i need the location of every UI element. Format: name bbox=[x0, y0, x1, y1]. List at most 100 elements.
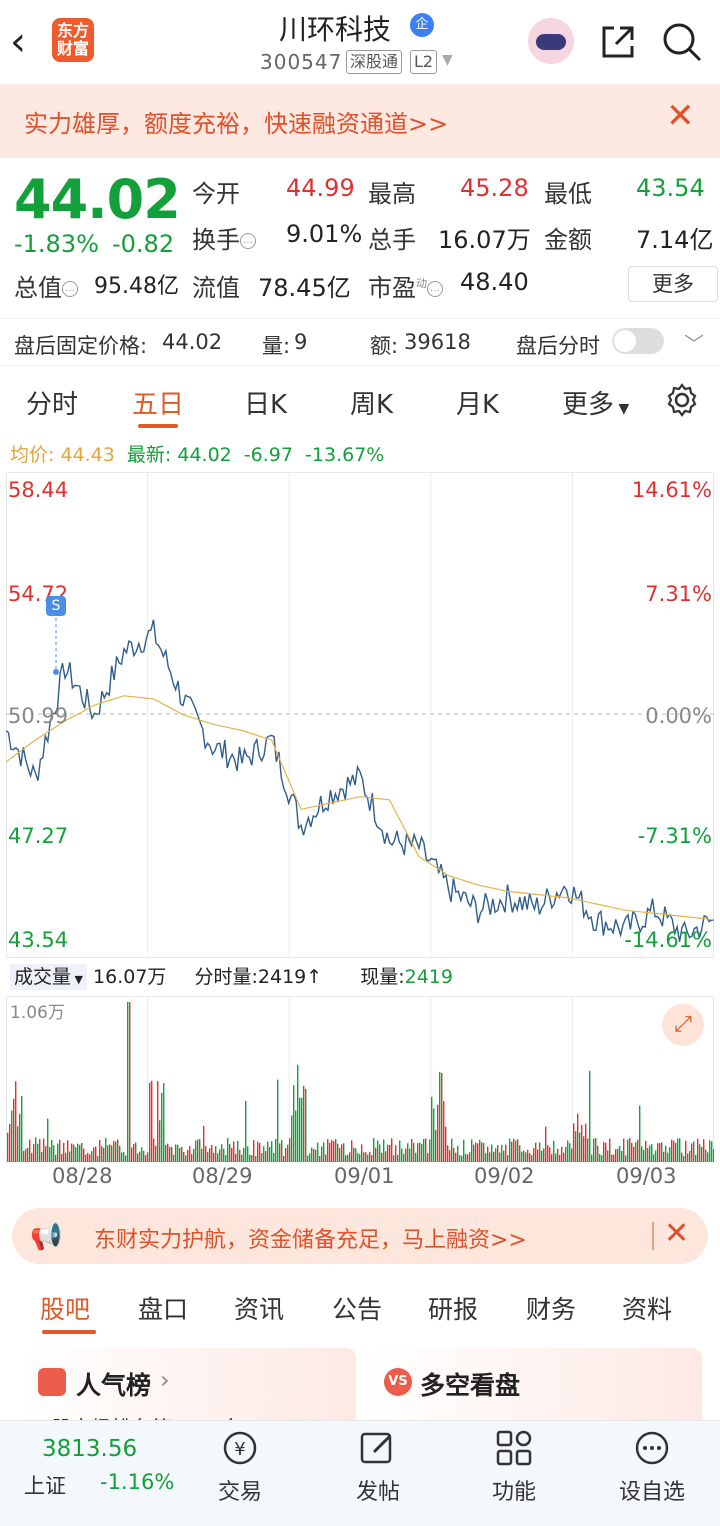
tab-finance[interactable]: 财务 bbox=[526, 1295, 577, 1324]
back-arrow-icon[interactable]: ‹ bbox=[10, 19, 26, 65]
volume-bar bbox=[433, 1108, 435, 1162]
volume-bar bbox=[267, 1141, 269, 1162]
volume-bar bbox=[135, 1142, 137, 1162]
volume-bar bbox=[109, 1144, 111, 1162]
ad-text[interactable]: 东财实力护航，资金储备充足，马上融资>> bbox=[94, 1228, 527, 1253]
tab-profile[interactable]: 资料 bbox=[622, 1295, 673, 1324]
volume-bar bbox=[249, 1154, 251, 1162]
volume-bar bbox=[211, 1145, 213, 1162]
pe-value: 48.40 bbox=[460, 268, 529, 296]
function-grid-icon[interactable] bbox=[494, 1428, 534, 1468]
tab-fenshi[interactable]: 分时 bbox=[26, 390, 79, 420]
nav-post[interactable]: 发帖 bbox=[355, 1480, 400, 1505]
tab-daily-k[interactable]: 日K bbox=[244, 390, 288, 420]
tab-weekly-k[interactable]: 周K bbox=[350, 390, 394, 420]
volume-bar bbox=[173, 1154, 175, 1162]
signal-marker[interactable]: S bbox=[46, 596, 66, 616]
index-name[interactable]: 上证 bbox=[24, 1474, 66, 1498]
volume-chart[interactable] bbox=[6, 996, 714, 1162]
banner-text[interactable]: 实力雄厚，额度充裕，快速融资通道>> bbox=[24, 110, 449, 138]
close-icon[interactable]: ✕ bbox=[664, 1216, 690, 1251]
nav-trade[interactable]: 交易 bbox=[217, 1480, 262, 1505]
chevron-right-icon[interactable]: › bbox=[160, 1366, 170, 1394]
volume-bar bbox=[629, 1138, 631, 1162]
share-icon[interactable] bbox=[598, 22, 638, 62]
volume-bar bbox=[163, 1083, 165, 1162]
pe-label[interactable]: 市盈动… bbox=[368, 268, 443, 303]
volume-bar bbox=[547, 1145, 549, 1162]
volume-bar bbox=[283, 1155, 285, 1162]
volume-bar bbox=[67, 1140, 69, 1162]
volume-bar bbox=[509, 1138, 511, 1162]
level-dropdown-icon[interactable]: ▼ bbox=[442, 52, 453, 68]
gear-icon[interactable] bbox=[664, 382, 700, 418]
tab-monthly-k[interactable]: 月K bbox=[456, 390, 500, 420]
volume-bar bbox=[323, 1142, 325, 1162]
volume-bar bbox=[155, 1145, 157, 1162]
bull-bear-title[interactable]: 多空看盘 bbox=[420, 1371, 521, 1400]
popularity-title[interactable]: 人气榜 bbox=[76, 1371, 152, 1400]
tab-more[interactable]: 更多 ▼ bbox=[562, 390, 630, 420]
trade-icon[interactable]: ¥ bbox=[220, 1428, 260, 1468]
watchlist-icon[interactable] bbox=[632, 1428, 672, 1468]
info-icon[interactable]: … bbox=[427, 281, 443, 297]
volume-bar bbox=[105, 1138, 107, 1162]
volume-selector[interactable]: 成交量 ▼ bbox=[10, 964, 87, 990]
nav-function[interactable]: 功能 bbox=[491, 1480, 536, 1505]
turnover-label[interactable]: 换手… bbox=[192, 220, 256, 255]
tab-wuri[interactable]: 五日 bbox=[132, 390, 185, 420]
volume-bar bbox=[423, 1138, 425, 1162]
volume-bar bbox=[693, 1141, 695, 1162]
volume-bar bbox=[69, 1151, 71, 1162]
price-chart[interactable] bbox=[6, 472, 714, 958]
financing-banner[interactable] bbox=[0, 84, 720, 158]
assistant-robot-icon[interactable] bbox=[528, 18, 574, 64]
tab-announcements[interactable]: 公告 bbox=[332, 1295, 383, 1324]
volume-bar bbox=[651, 1144, 653, 1162]
volume-bar bbox=[101, 1145, 103, 1162]
volume-bar bbox=[55, 1154, 57, 1162]
more-button[interactable]: 更多 bbox=[628, 266, 718, 302]
stock-name: 川环科技 bbox=[278, 13, 391, 46]
volume-bar bbox=[471, 1139, 473, 1162]
mktcap-label[interactable]: 总值… bbox=[14, 268, 78, 303]
search-icon[interactable] bbox=[660, 20, 704, 64]
volume-bar bbox=[711, 1141, 713, 1162]
volume-frame bbox=[6, 996, 714, 1162]
index-change[interactable]: -1.16% bbox=[100, 1470, 175, 1494]
tab-guba[interactable]: 股吧 bbox=[40, 1295, 91, 1324]
volume-bar bbox=[265, 1150, 267, 1162]
after-hours-toggle[interactable] bbox=[612, 328, 664, 354]
connect-tag: 深股通 bbox=[346, 50, 403, 74]
volume-grid bbox=[6, 996, 714, 1162]
volume-bar bbox=[595, 1138, 597, 1162]
tab-pankou[interactable]: 盘口 bbox=[138, 1295, 189, 1324]
nav-watchlist[interactable]: 设自选 bbox=[618, 1480, 685, 1505]
volume-bar bbox=[477, 1143, 479, 1162]
tab-news[interactable]: 资讯 bbox=[234, 1295, 285, 1324]
chevron-down-icon[interactable]: ﹀ bbox=[684, 332, 704, 356]
info-icon[interactable]: … bbox=[62, 281, 78, 297]
price-line bbox=[6, 619, 714, 942]
volume-bar bbox=[539, 1142, 541, 1162]
close-icon[interactable]: ✕ bbox=[666, 96, 695, 136]
financing-ad[interactable] bbox=[12, 1208, 708, 1264]
volume-bar bbox=[65, 1152, 67, 1162]
chart-grid bbox=[6, 472, 714, 958]
volume-bar bbox=[151, 1080, 153, 1162]
volume-bar bbox=[181, 1147, 183, 1162]
tab-research[interactable]: 研报 bbox=[428, 1295, 479, 1324]
expand-icon[interactable]: ⤢ bbox=[662, 1004, 704, 1046]
index-value[interactable]: 3813.56 bbox=[42, 1436, 138, 1462]
volume-bar bbox=[403, 1153, 405, 1162]
post-icon[interactable] bbox=[358, 1428, 398, 1468]
volume-bar bbox=[183, 1151, 185, 1162]
volume-bar bbox=[691, 1143, 693, 1162]
info-icon[interactable]: … bbox=[240, 233, 256, 249]
volume-bar bbox=[453, 1147, 455, 1162]
volume-bar bbox=[333, 1141, 335, 1162]
volume-bar bbox=[335, 1138, 337, 1162]
volume-bar bbox=[663, 1151, 665, 1162]
volume-bar bbox=[411, 1138, 413, 1162]
volume-bar bbox=[519, 1145, 521, 1162]
